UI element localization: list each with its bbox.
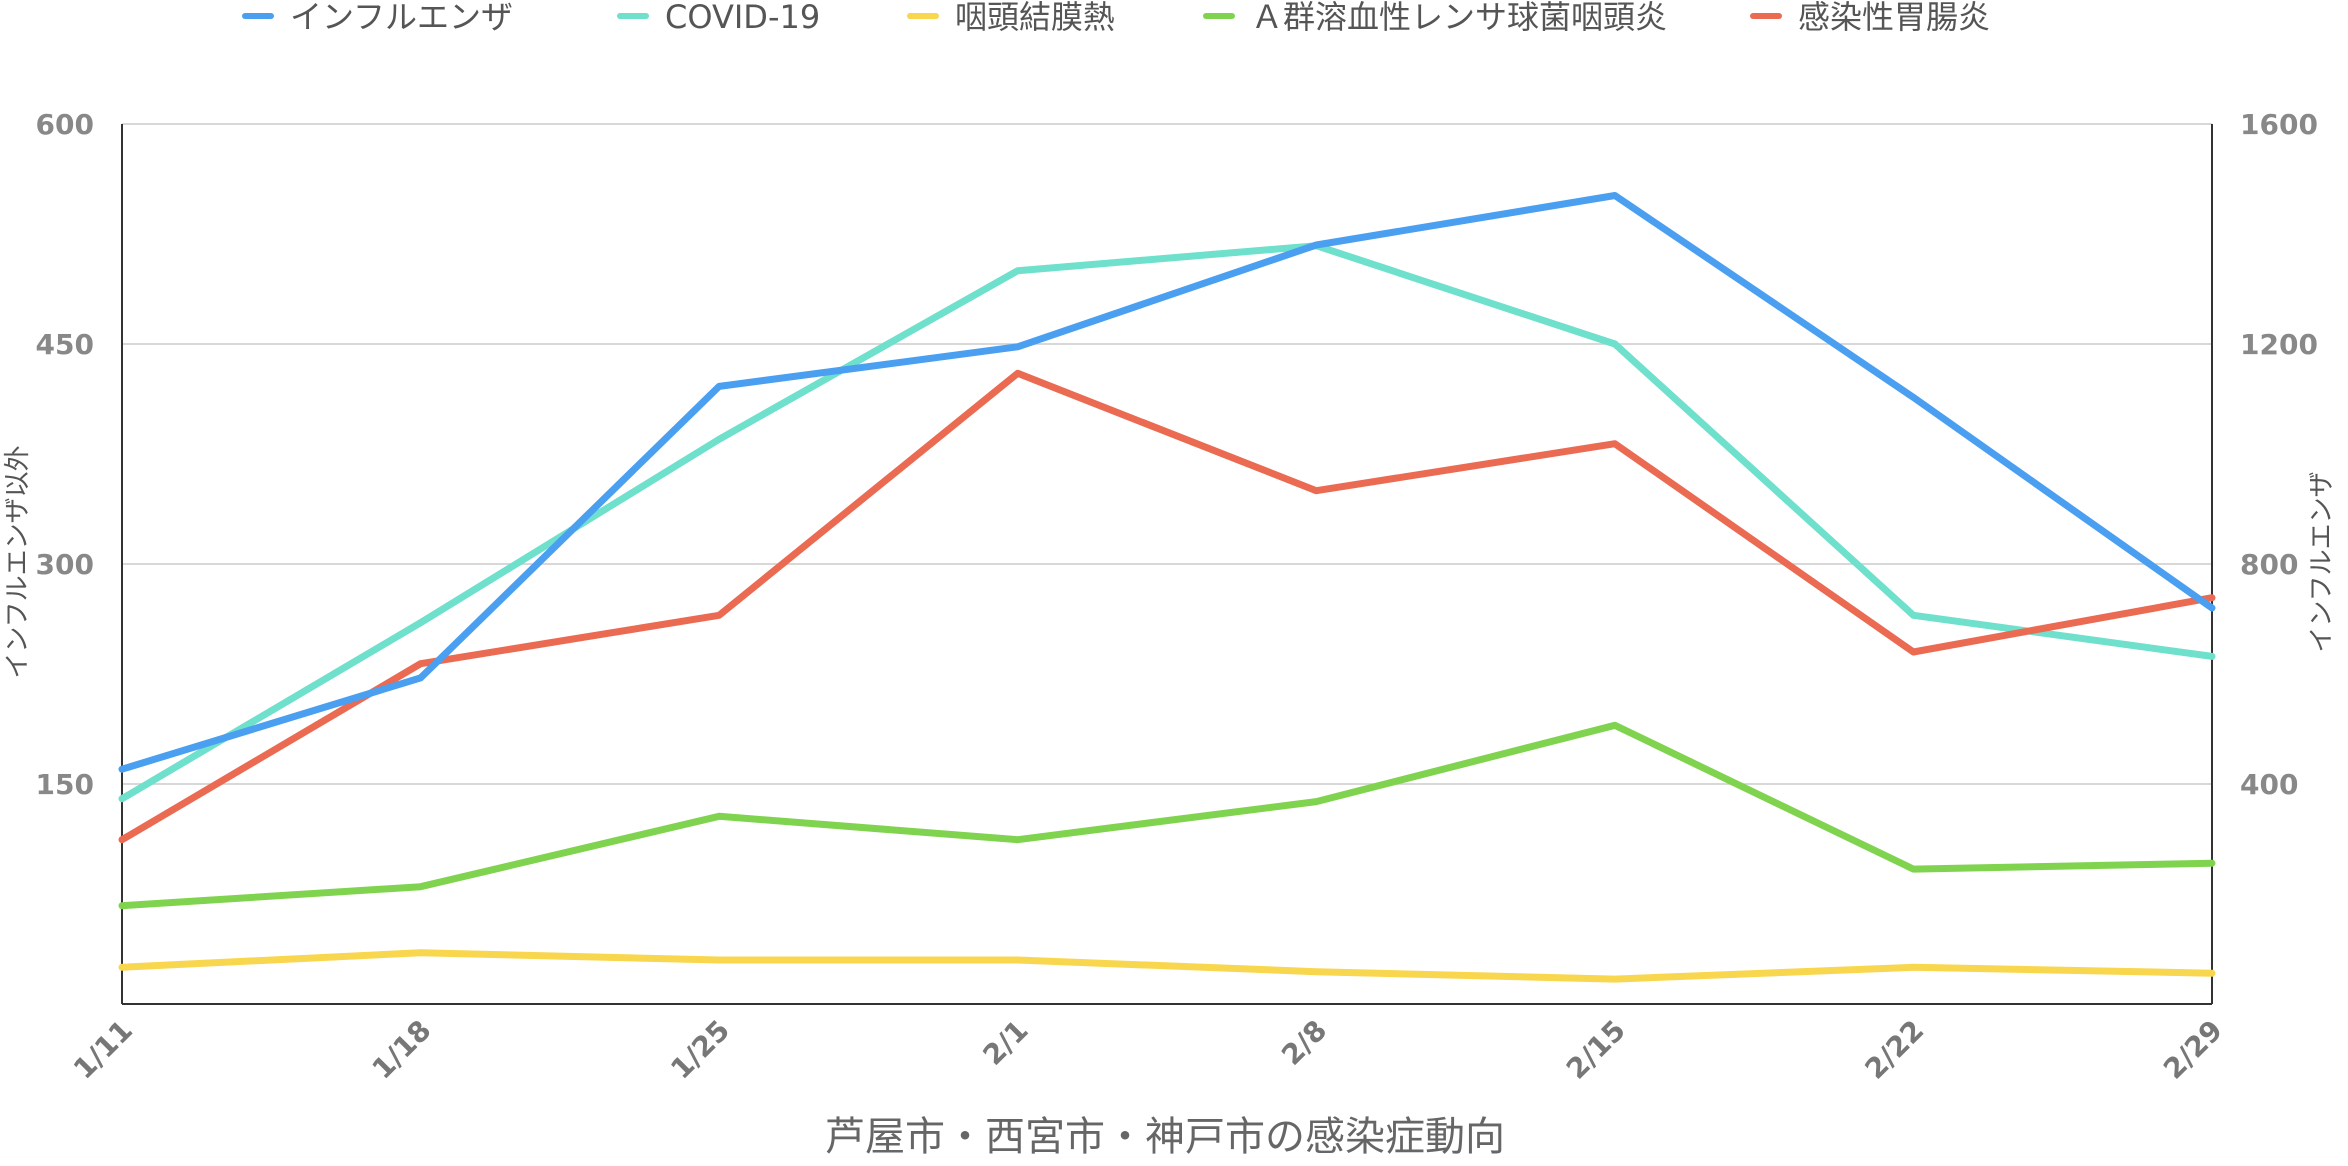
series-lines: [118, 192, 2216, 983]
right-tick-label: 400: [2240, 768, 2298, 801]
right-tick-label: 1600: [2240, 108, 2318, 141]
x-tick-label: 2/8: [1275, 1014, 1333, 1072]
x-tick-label: 1/25: [664, 1014, 736, 1086]
x-tick-label: 2/22: [1858, 1014, 1930, 1086]
series-line: [118, 369, 2216, 844]
legend-label: 感染性胃腸炎: [1798, 0, 1990, 36]
x-tick-label: 1/18: [366, 1014, 438, 1086]
legend-label: Ａ群溶血性レンサ球菌咽頭炎: [1251, 0, 1667, 36]
axis-labels: インフルエンザ以外 インフルエンザ 芦屋市・西宮市・神戸市の感染症動向: [3, 445, 2337, 1160]
left-tick-label: 150: [36, 768, 94, 801]
series-line: [118, 949, 2216, 983]
series-line: [118, 242, 2216, 803]
x-tick-label: 1/11: [67, 1014, 139, 1086]
grid-lines: [122, 123, 2212, 785]
chart-title: 芦屋市・西宮市・神戸市の感染症動向: [825, 1114, 1505, 1160]
legend: インフルエンザ COVID-19 咽頭結膜熱 Ａ群溶血性レンサ球菌咽頭炎 感染性胃腸炎: [242, 0, 1990, 36]
series-line: [118, 192, 2216, 773]
left-tick-label: 600: [36, 108, 94, 141]
left-tick-label: 450: [36, 328, 94, 361]
legend-label: COVID-19: [665, 0, 820, 36]
right-tick-label: 800: [2240, 548, 2298, 581]
x-tick-label: 2/1: [977, 1014, 1035, 1072]
right-tick-label: 1200: [2240, 328, 2318, 361]
right-axis-label: インフルエンザ: [2307, 471, 2337, 652]
x-tick-label: 2/15: [1560, 1014, 1632, 1086]
legend-label: 咽頭結膜熱: [955, 0, 1115, 36]
series-line: [118, 721, 2216, 910]
x-tick-label: 2/29: [2157, 1014, 2229, 1086]
legend-label: インフルエンザ: [290, 0, 513, 36]
left-tick-label: 300: [36, 548, 94, 581]
left-axis-label: インフルエンザ以外: [3, 445, 33, 678]
